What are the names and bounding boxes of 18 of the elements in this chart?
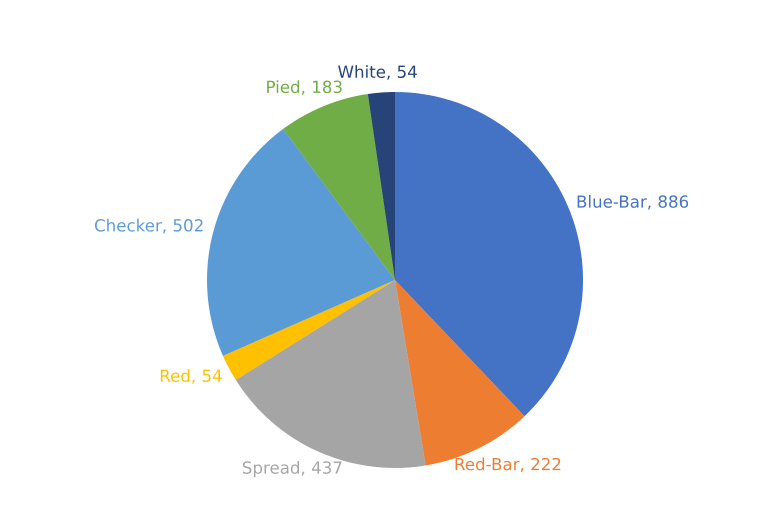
pie-slice bbox=[207, 128, 395, 356]
slice-label: Red-Bar bbox=[456, 458, 520, 470]
data-label: , 183 bbox=[302, 80, 342, 95]
data-label: , 437 bbox=[302, 461, 342, 476]
slice-label: Spread bbox=[242, 460, 300, 478]
slice-label: White bbox=[338, 65, 386, 78]
pie-slice bbox=[283, 94, 395, 280]
data-label: , 886 bbox=[648, 195, 688, 210]
data-label: , 502 bbox=[163, 219, 203, 234]
slice-label: Pied bbox=[267, 80, 300, 94]
data-label: , 54 bbox=[387, 66, 417, 80]
data-label: , 222 bbox=[520, 458, 560, 472]
pie-slice bbox=[222, 280, 395, 380]
slice-label: Checker bbox=[94, 218, 162, 232]
slice-label: Red bbox=[160, 369, 190, 382]
slice-label: Blue-Bar bbox=[578, 194, 647, 208]
pie-slice bbox=[368, 92, 395, 280]
data-label: , 54 bbox=[192, 370, 222, 384]
